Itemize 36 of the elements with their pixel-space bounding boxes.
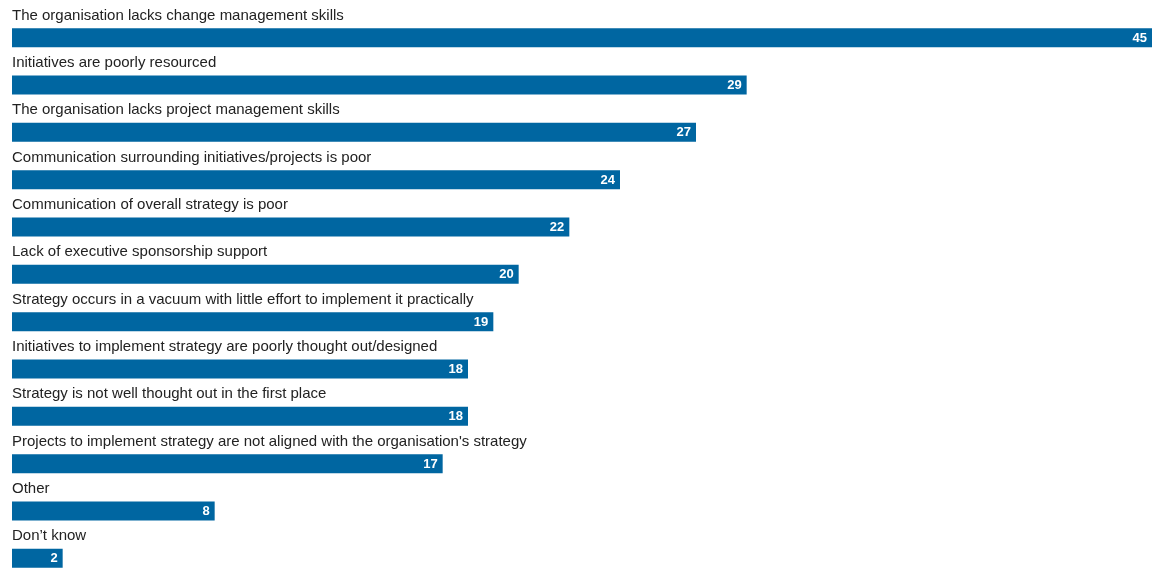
data-label: 18: [448, 361, 463, 376]
data-label: 19: [473, 313, 489, 329]
data-label: 24: [600, 171, 616, 187]
bar: [12, 548, 63, 568]
y-tick-label: The organisation lacks change management skills: [12, 5, 344, 23]
data-label: 2: [50, 550, 58, 566]
bar: [12, 312, 494, 332]
bar: [12, 501, 215, 521]
bar: [12, 122, 696, 142]
y-tick-label: Lack of executive sponsorship support: [12, 242, 268, 260]
bar: [12, 28, 1152, 48]
data-label: 8: [202, 503, 210, 518]
data-label: 45: [1132, 29, 1147, 45]
bar: [12, 264, 519, 284]
data-label: 17: [423, 455, 438, 471]
y-tick-label: Don’t know: [12, 526, 87, 544]
y-tick-label: Initiatives are poorly resourced: [12, 53, 217, 70]
y-tick-label: Communication of overall strategy is poor: [12, 195, 288, 212]
data-label: 22: [549, 219, 565, 234]
y-tick-label: The organisation lacks project management skills: [12, 100, 340, 118]
bar: [12, 406, 468, 426]
y-tick-label: Other: [12, 479, 50, 496]
bar: [12, 359, 468, 379]
bar: [12, 75, 747, 95]
data-label: 27: [676, 124, 691, 140]
data-label: 29: [727, 77, 742, 92]
y-tick-label: Strategy is not well thought out in the first place: [12, 384, 327, 402]
y-tick-label: Communication surrounding initiatives/projects is poor: [12, 147, 372, 165]
data-label: 20: [499, 266, 514, 282]
y-tick-label: Initiatives to implement strategy are poorly thought out/designed: [12, 337, 438, 354]
bar: [12, 170, 620, 190]
data-label: 18: [448, 408, 463, 424]
y-tick-label: Projects to implement strategy are not aligned with the organisation's strategy: [12, 431, 528, 449]
bar: [12, 454, 443, 474]
y-tick-label: Strategy occurs in a vacuum with little effort to implement it practically: [12, 289, 475, 307]
bar: [12, 217, 570, 237]
